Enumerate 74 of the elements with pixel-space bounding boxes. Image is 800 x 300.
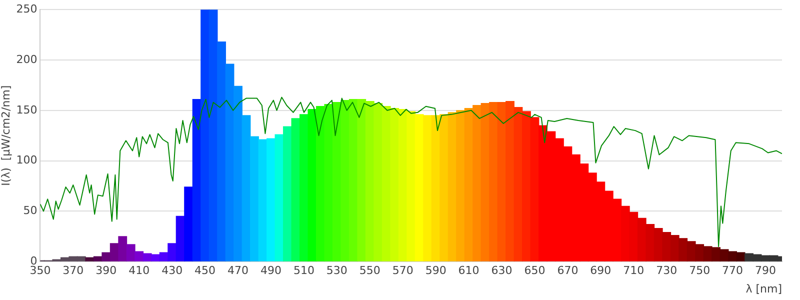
bar — [118, 236, 128, 262]
bar — [176, 216, 185, 262]
x-tick-label: 490 — [260, 264, 282, 278]
y-tick-label: 100 — [16, 154, 38, 167]
x-axis-title: λ [nm] — [746, 282, 782, 296]
bar — [142, 253, 152, 262]
bar — [250, 136, 259, 262]
bar — [134, 251, 144, 262]
x-tick-label: 450 — [194, 264, 216, 278]
bar — [456, 110, 466, 262]
bar — [93, 256, 102, 262]
bar — [357, 98, 366, 262]
bar — [414, 114, 424, 262]
y-axis-title: I(λ) [μW/cm2/nm] — [0, 85, 12, 186]
x-tick-label: 350 — [30, 264, 51, 278]
bar — [258, 139, 268, 262]
x-tick-label: 770 — [722, 264, 744, 278]
x-tick-label: 750 — [689, 264, 710, 278]
x-tick-label: 650 — [524, 264, 546, 278]
bar — [374, 103, 383, 262]
bar — [85, 257, 94, 262]
bar — [530, 117, 540, 262]
bar — [200, 10, 210, 262]
bar — [299, 114, 308, 262]
x-tick-label: 670 — [557, 264, 578, 278]
bar — [423, 115, 432, 262]
bar — [126, 244, 136, 262]
x-tick-label: 630 — [491, 264, 512, 278]
bar — [151, 254, 160, 262]
x-tick-label: 690 — [590, 264, 612, 278]
bar — [308, 109, 317, 262]
bar — [382, 106, 391, 262]
x-tick-label: 590 — [425, 264, 446, 278]
bar — [390, 108, 400, 262]
bar — [168, 243, 177, 262]
x-tick-label: 710 — [623, 264, 644, 278]
bar — [489, 102, 498, 262]
bar — [217, 42, 226, 262]
bar — [340, 100, 350, 262]
bar — [406, 111, 416, 262]
x-tick-label: 530 — [326, 264, 348, 278]
y-tick-label: 200 — [16, 52, 38, 66]
x-tick-label: 470 — [228, 264, 249, 278]
bar — [225, 64, 234, 262]
x-tick-label: 510 — [293, 264, 314, 278]
bar — [283, 126, 292, 262]
x-tick-label: 570 — [392, 264, 414, 278]
bar — [703, 246, 712, 262]
bar — [324, 104, 334, 262]
x-tick-label: 390 — [96, 264, 117, 278]
bar — [440, 114, 449, 262]
bar — [522, 111, 531, 262]
y-tick-label: 150 — [16, 103, 38, 116]
x-tick-label: 790 — [755, 264, 776, 278]
y-tick-label: 50 — [23, 204, 38, 218]
y-tick-label: 250 — [16, 2, 38, 16]
bar — [208, 10, 218, 262]
bar — [274, 134, 284, 262]
bar — [266, 138, 276, 262]
bar — [102, 252, 111, 262]
bar — [234, 86, 242, 262]
bar — [242, 115, 251, 262]
bar — [184, 186, 194, 262]
x-tick-label: 730 — [656, 264, 678, 278]
x-tick-label: 370 — [62, 264, 84, 278]
bar — [506, 101, 514, 262]
x-tick-label: 410 — [128, 264, 150, 278]
x-tick-label: 430 — [162, 264, 183, 278]
x-tick-label: 610 — [458, 264, 480, 278]
bar — [110, 243, 119, 262]
bar — [159, 252, 168, 262]
bar — [472, 105, 482, 262]
x-tick-label: 550 — [359, 264, 380, 278]
bar — [291, 118, 300, 262]
